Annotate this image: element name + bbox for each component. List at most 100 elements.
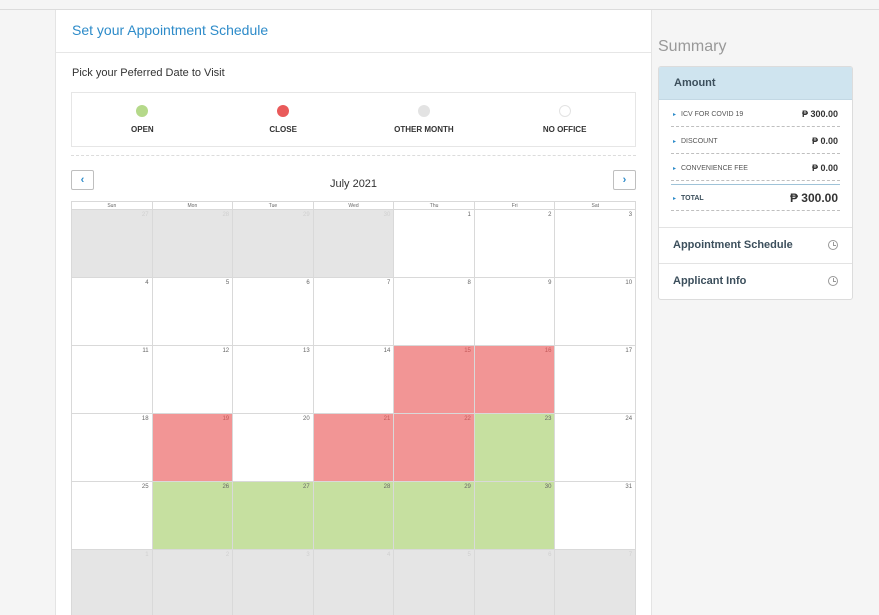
- next-month-button[interactable]: ›: [613, 170, 636, 190]
- day-number: 14: [383, 348, 391, 354]
- applicant-info-section[interactable]: Applicant Info: [659, 263, 852, 299]
- title-divider: [56, 52, 651, 53]
- day-number: 21: [383, 416, 391, 422]
- fee-label: DISCOUNT: [681, 138, 718, 145]
- close-dot-icon: [277, 105, 290, 117]
- calendar-day-normal[interactable]: 25: [72, 482, 153, 550]
- day-number: 5: [467, 552, 471, 558]
- total-value: ₱ 300.00: [789, 191, 838, 205]
- day-number: 31: [625, 484, 633, 490]
- fee-row: ▸ CONVENIENCE FEE ₱ 0.00: [671, 154, 840, 181]
- day-number: 3: [306, 552, 310, 558]
- calendar-day-close[interactable]: 15: [394, 346, 475, 414]
- calendar-day-normal[interactable]: 31: [555, 482, 637, 550]
- calendar-day-normal[interactable]: 13: [233, 346, 314, 414]
- top-border: [0, 0, 879, 10]
- month-title: July 2021: [329, 178, 378, 190]
- weekday-label: Sat: [555, 202, 637, 210]
- day-number: 23: [544, 416, 552, 422]
- day-number: 4: [145, 280, 149, 286]
- day-number: 29: [464, 484, 471, 490]
- calendar-day-other: 7: [555, 550, 637, 615]
- calendar-day-normal[interactable]: 5: [152, 278, 234, 346]
- calendar-day-close[interactable]: 21: [313, 414, 395, 482]
- calendar-day-open[interactable]: 26: [152, 482, 234, 550]
- weekday-label: Sun: [72, 202, 153, 210]
- calendar-week: 27 28 29 30 1 2 3: [72, 210, 637, 278]
- page-title: Set your Appointment Schedule: [72, 22, 269, 38]
- day-number: 28: [383, 484, 391, 490]
- weekday-header: Sun Mon Tue Wed Thu Fri Sat: [72, 202, 637, 210]
- legend-label: OPEN: [131, 125, 154, 134]
- weekday-label: Mon: [152, 202, 234, 210]
- legend-open: OPEN: [72, 93, 213, 146]
- day-number: 11: [142, 348, 149, 354]
- calendar-day-open[interactable]: 28: [313, 482, 395, 550]
- calendar-day-other: 6: [474, 550, 556, 615]
- calendar-day-other: 3: [233, 550, 314, 615]
- calendar-day-normal[interactable]: 10: [555, 278, 637, 346]
- day-number: 22: [464, 416, 471, 422]
- day-number: 12: [222, 348, 230, 354]
- total-label: TOTAL: [681, 195, 704, 202]
- day-number: 27: [141, 212, 149, 218]
- day-number: 17: [625, 348, 633, 354]
- calendar-week: 11 12 13 14 15 16 17: [72, 346, 637, 414]
- calendar-day-open[interactable]: 27: [233, 482, 314, 550]
- day-number: 24: [625, 416, 633, 422]
- calendar-day-normal[interactable]: 18: [72, 414, 153, 482]
- weekday-label: Wed: [313, 202, 395, 210]
- calendar-day-other: 27: [72, 210, 153, 278]
- calendar-week: 1 2 3 4 5 6 7: [72, 550, 637, 615]
- calendar-day-normal[interactable]: 7: [313, 278, 395, 346]
- calendar-day-open[interactable]: 23: [474, 414, 556, 482]
- status-legend: OPEN CLOSE OTHER MONTH NO OFFICE: [71, 92, 636, 147]
- summary-panel: Amount ▸ ICV FOR COVID 19 ₱ 300.00 ▸ DIS…: [658, 66, 853, 300]
- calendar-day-normal[interactable]: 1: [394, 210, 475, 278]
- calendar-day-open[interactable]: 29: [394, 482, 475, 550]
- day-number: 1: [467, 212, 471, 218]
- clock-icon: [828, 276, 838, 286]
- calendar-day-other: 28: [152, 210, 234, 278]
- legend-other-month: OTHER MONTH: [354, 93, 495, 146]
- clock-icon: [828, 240, 838, 250]
- calendar-day-normal[interactable]: 6: [233, 278, 314, 346]
- calendar-day-normal[interactable]: 12: [152, 346, 234, 414]
- calendar-day-close[interactable]: 19: [152, 414, 234, 482]
- day-number: 2: [225, 552, 230, 558]
- calendar-day-normal[interactable]: 3: [555, 210, 637, 278]
- legend-label: NO OFFICE: [542, 125, 587, 134]
- appointment-schedule-section[interactable]: Appointment Schedule: [659, 227, 852, 263]
- calendar-day-normal[interactable]: 11: [72, 346, 153, 414]
- calendar-day-normal[interactable]: 2: [474, 210, 556, 278]
- fee-value: ₱ 0.00: [811, 136, 838, 146]
- day-number: 15: [464, 348, 471, 354]
- calendar-day-other: 1: [72, 550, 153, 615]
- day-number: 29: [303, 212, 310, 218]
- section-label: Applicant Info: [673, 275, 747, 287]
- day-number: 30: [383, 212, 391, 218]
- calendar-day-normal[interactable]: 9: [474, 278, 556, 346]
- chevron-right-icon: ▸: [673, 139, 677, 145]
- no-office-dot-icon: [558, 105, 571, 117]
- calendar-day-close[interactable]: 22: [394, 414, 475, 482]
- calendar-day-normal[interactable]: 24: [555, 414, 637, 482]
- calendar-day-normal[interactable]: 8: [394, 278, 475, 346]
- calendar-day-normal[interactable]: 14: [313, 346, 395, 414]
- day-number: 25: [141, 484, 149, 490]
- fee-value: ₱ 300.00: [801, 109, 838, 119]
- day-number: 18: [141, 416, 149, 422]
- calendar-day-normal[interactable]: 4: [72, 278, 153, 346]
- prev-month-button[interactable]: ‹: [71, 170, 94, 190]
- calendar-grid: Sun Mon Tue Wed Thu Fri Sat 27 28 29 30 1 2 3 4 5 6 7 8 9 1…: [71, 201, 637, 615]
- day-number: 5: [225, 280, 230, 286]
- amount-header: Amount: [659, 67, 852, 100]
- day-number: 7: [628, 552, 633, 558]
- calendar-day-normal[interactable]: 20: [233, 414, 314, 482]
- legend-close: CLOSE: [213, 93, 354, 146]
- calendar-day-close[interactable]: 16: [474, 346, 556, 414]
- fee-row: ▸ ICV FOR COVID 19 ₱ 300.00: [671, 100, 840, 127]
- calendar-day-open[interactable]: 30: [474, 482, 556, 550]
- calendar-day-normal[interactable]: 17: [555, 346, 637, 414]
- day-number: 6: [306, 280, 310, 286]
